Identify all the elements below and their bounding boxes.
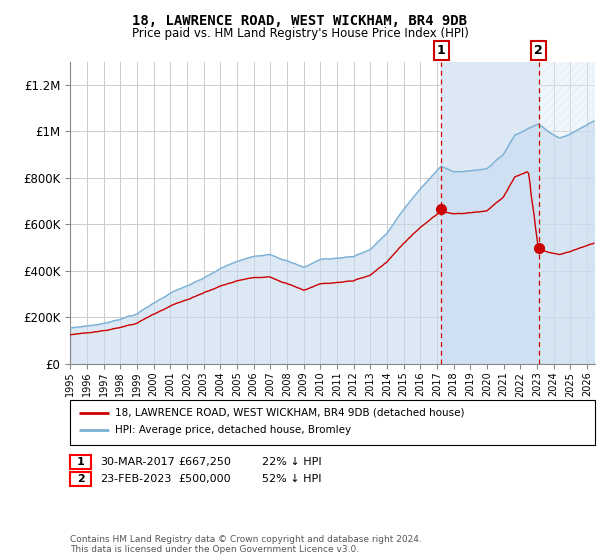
Bar bbox=[441, 62, 539, 364]
Text: 30-MAR-2017: 30-MAR-2017 bbox=[100, 457, 175, 467]
Bar bbox=[539, 62, 595, 364]
Text: 2: 2 bbox=[77, 474, 85, 484]
Text: 1: 1 bbox=[77, 457, 85, 467]
Text: 2: 2 bbox=[535, 44, 543, 57]
Text: £667,250: £667,250 bbox=[178, 457, 231, 467]
Text: 52% ↓ HPI: 52% ↓ HPI bbox=[262, 474, 322, 484]
Text: 23-FEB-2023: 23-FEB-2023 bbox=[100, 474, 172, 484]
Text: Price paid vs. HM Land Registry's House Price Index (HPI): Price paid vs. HM Land Registry's House … bbox=[131, 27, 469, 40]
Text: 1: 1 bbox=[437, 44, 445, 57]
Text: 22% ↓ HPI: 22% ↓ HPI bbox=[262, 457, 322, 467]
Text: 18, LAWRENCE ROAD, WEST WICKHAM, BR4 9DB (detached house): 18, LAWRENCE ROAD, WEST WICKHAM, BR4 9DB… bbox=[115, 408, 465, 418]
Text: Contains HM Land Registry data © Crown copyright and database right 2024.
This d: Contains HM Land Registry data © Crown c… bbox=[70, 535, 422, 554]
Text: £500,000: £500,000 bbox=[178, 474, 231, 484]
Text: HPI: Average price, detached house, Bromley: HPI: Average price, detached house, Brom… bbox=[115, 424, 352, 435]
Text: 18, LAWRENCE ROAD, WEST WICKHAM, BR4 9DB: 18, LAWRENCE ROAD, WEST WICKHAM, BR4 9DB bbox=[133, 14, 467, 28]
